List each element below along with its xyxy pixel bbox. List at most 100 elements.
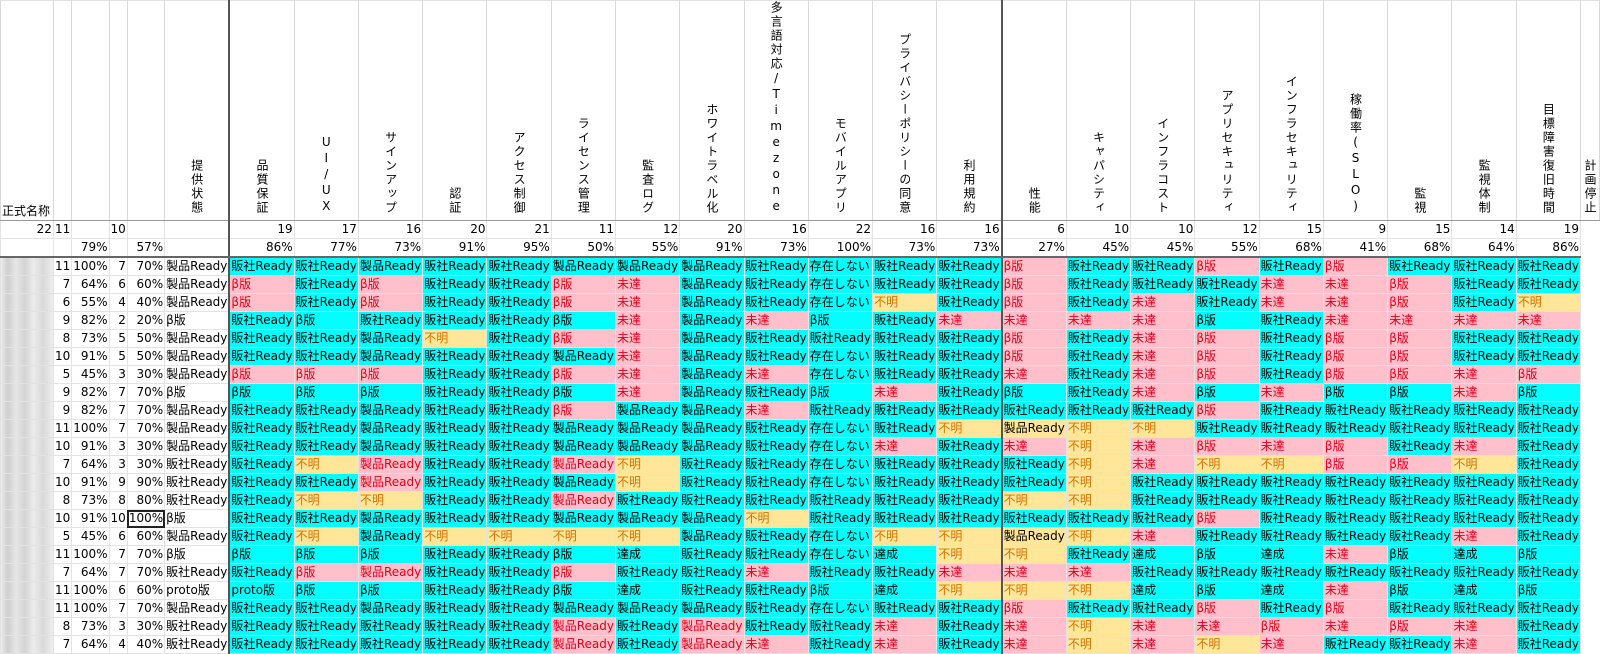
status-cell[interactable]: 販社Ready: [486, 563, 552, 582]
status-cell[interactable]: 販社Ready: [486, 599, 552, 618]
status-cell[interactable]: 未達: [1130, 365, 1196, 384]
status-cell[interactable]: 販社Ready: [228, 347, 295, 366]
status-cell[interactable]: 製品Ready: [357, 347, 424, 366]
status-cell[interactable]: 販社Ready: [1387, 635, 1453, 654]
status-cell[interactable]: 不明: [1065, 527, 1132, 546]
row-state-cell[interactable]: 製品Ready: [164, 275, 230, 294]
row-count-2[interactable]: 8: [108, 491, 128, 510]
row-count-1[interactable]: 11: [52, 599, 73, 618]
status-cell[interactable]: 達成: [872, 545, 938, 564]
status-cell[interactable]: 未達: [614, 275, 681, 294]
status-cell[interactable]: 製品Ready: [679, 383, 745, 402]
row-percent-1[interactable]: 91%: [71, 347, 110, 366]
status-cell[interactable]: 販社Ready: [743, 455, 809, 474]
status-cell[interactable]: 製品Ready: [679, 635, 745, 654]
header-cell[interactable]: アクセス制御: [486, 0, 552, 221]
status-cell[interactable]: 販社Ready: [936, 437, 1003, 456]
row-percent-1[interactable]: 73%: [71, 491, 110, 510]
status-cell[interactable]: 販社Ready: [1451, 473, 1517, 492]
status-cell[interactable]: 販社Ready: [743, 256, 809, 276]
status-cell[interactable]: 未達: [1000, 617, 1067, 636]
status-cell[interactable]: 存在しない: [807, 419, 874, 438]
status-cell[interactable]: 販社Ready: [1065, 347, 1132, 366]
status-cell[interactable]: 販社Ready: [422, 473, 488, 492]
status-cell[interactable]: 販社Ready: [228, 329, 295, 348]
header-cell[interactable]: プライバシーポリシーの同意: [872, 0, 938, 221]
status-cell[interactable]: 販社Ready: [1322, 419, 1389, 438]
status-cell[interactable]: 販社Ready: [1000, 509, 1067, 528]
status-cell[interactable]: 販社Ready: [228, 455, 295, 474]
status-cell[interactable]: β版: [228, 383, 295, 402]
status-cell[interactable]: β版: [1194, 347, 1260, 366]
row-state-cell[interactable]: 製品Ready: [164, 293, 230, 312]
row-state-cell[interactable]: 製品Ready: [164, 401, 230, 420]
count-cell[interactable]: [164, 220, 230, 239]
row-state-cell[interactable]: 製品Ready: [164, 527, 230, 546]
status-cell[interactable]: 未達: [1130, 311, 1196, 330]
status-cell[interactable]: 販社Ready: [872, 419, 938, 438]
row-percent-2[interactable]: 90%: [126, 473, 166, 492]
status-cell[interactable]: 販社Ready: [872, 311, 938, 330]
row-percent-2[interactable]: 30%: [126, 365, 166, 384]
status-cell[interactable]: 未達: [872, 437, 938, 456]
status-cell[interactable]: 販社Ready: [679, 455, 745, 474]
status-cell[interactable]: 製品Ready: [550, 599, 617, 618]
status-cell[interactable]: 販社Ready: [936, 473, 1003, 492]
status-cell[interactable]: 製品Ready: [357, 509, 424, 528]
status-cell[interactable]: β版: [1194, 365, 1260, 384]
status-cell[interactable]: β版: [357, 365, 424, 384]
status-cell[interactable]: 製品Ready: [679, 329, 745, 348]
header-cell[interactable]: キャパシティ: [1065, 0, 1132, 221]
status-cell[interactable]: 販社Ready: [1322, 509, 1389, 528]
status-cell[interactable]: 販社Ready: [936, 365, 1003, 384]
header-cell-empty[interactable]: [108, 0, 128, 221]
header-cell[interactable]: ホワイトラベル化: [679, 0, 745, 221]
status-cell[interactable]: 販社Ready: [872, 509, 938, 528]
status-cell[interactable]: 販社Ready: [1322, 401, 1389, 420]
status-cell[interactable]: β版: [293, 365, 359, 384]
status-cell[interactable]: 販社Ready: [422, 365, 488, 384]
status-cell[interactable]: β版: [1194, 401, 1260, 420]
status-cell[interactable]: 販社Ready: [1451, 329, 1517, 348]
percent-cell[interactable]: [108, 238, 128, 258]
status-cell[interactable]: β版: [1322, 599, 1389, 618]
status-cell[interactable]: 製品Ready: [679, 599, 745, 618]
status-cell[interactable]: 販社Ready: [228, 256, 295, 276]
status-cell[interactable]: 販社Ready: [807, 491, 874, 510]
status-cell[interactable]: 販社Ready: [1258, 329, 1324, 348]
status-cell[interactable]: β版: [1322, 256, 1389, 276]
percent-cell[interactable]: 50%: [550, 238, 617, 258]
status-cell[interactable]: 販社Ready: [1515, 509, 1582, 528]
header-cell[interactable]: UI/UX: [293, 0, 359, 221]
status-cell[interactable]: 未達: [1130, 347, 1196, 366]
status-cell[interactable]: 販社Ready: [422, 437, 488, 456]
status-cell[interactable]: 販社Ready: [936, 275, 1003, 294]
status-cell[interactable]: 販社Ready: [743, 527, 809, 546]
row-percent-2[interactable]: 50%: [126, 329, 166, 348]
status-cell[interactable]: 不明: [872, 527, 938, 546]
row-state-cell[interactable]: 製品Ready: [164, 599, 230, 618]
row-percent-1[interactable]: 82%: [71, 311, 110, 330]
status-cell[interactable]: β版: [550, 311, 617, 330]
count-cell[interactable]: 22: [807, 220, 874, 239]
status-cell[interactable]: 未達: [1258, 635, 1324, 654]
row-name-cell[interactable]: [0, 329, 54, 348]
status-cell[interactable]: 製品Ready: [679, 419, 745, 438]
status-cell[interactable]: 販社Ready: [1515, 527, 1582, 546]
count-cell[interactable]: 20: [679, 220, 745, 239]
status-cell[interactable]: 販社Ready: [743, 329, 809, 348]
status-cell[interactable]: 販社Ready: [486, 581, 552, 600]
percent-cell[interactable]: 64%: [1451, 238, 1517, 258]
status-cell[interactable]: β版: [357, 383, 424, 402]
status-cell[interactable]: 販社Ready: [1065, 293, 1132, 312]
status-cell[interactable]: 販社Ready: [1387, 599, 1453, 618]
status-cell[interactable]: 販社Ready: [743, 617, 809, 636]
row-name-cell[interactable]: [0, 581, 54, 600]
status-cell[interactable]: β版: [293, 383, 359, 402]
row-count-2[interactable]: 3: [108, 437, 128, 456]
status-cell[interactable]: 販社Ready: [743, 383, 809, 402]
status-cell[interactable]: 不明: [293, 491, 359, 510]
status-cell[interactable]: 未達: [1451, 311, 1517, 330]
status-cell[interactable]: 販社Ready: [807, 329, 874, 348]
status-cell[interactable]: 販社Ready: [486, 617, 552, 636]
